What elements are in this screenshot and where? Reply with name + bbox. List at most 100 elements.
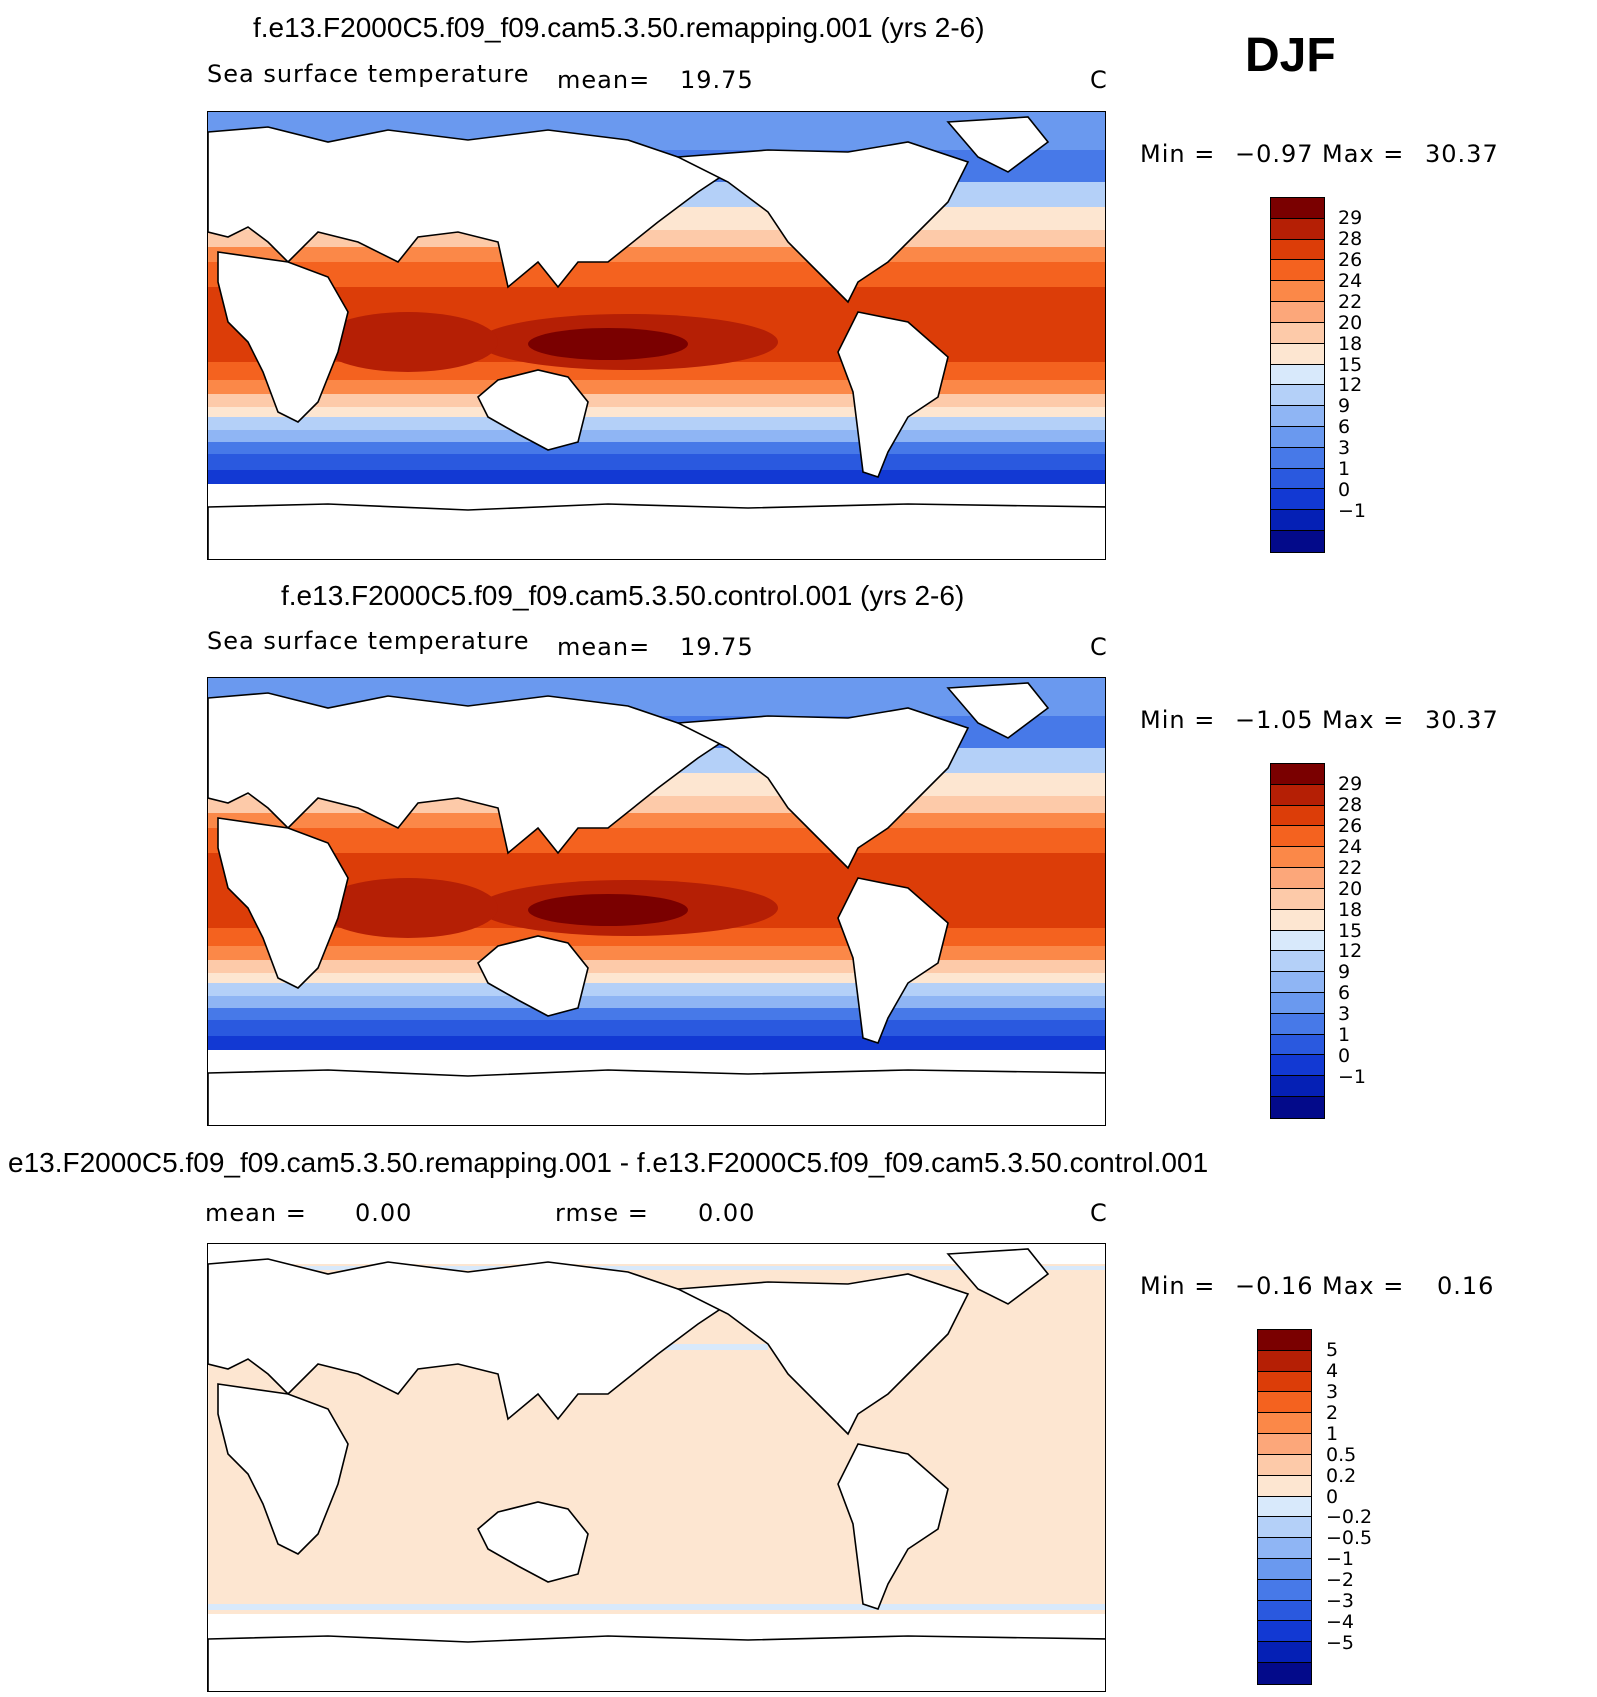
panel-title: f.e13.F2000C5.f09_f09.cam5.3.50.control.… <box>281 580 965 611</box>
colorbar-tick-label: 29 <box>1338 206 1363 229</box>
colorbar-swatch <box>1271 764 1324 785</box>
ocean-field <box>208 442 1105 454</box>
colorbar-swatch <box>1271 784 1324 806</box>
colorbar-swatch <box>1258 1538 1311 1559</box>
colorbar-swatch <box>1258 1663 1311 1684</box>
colorbar-swatch <box>1271 218 1324 240</box>
colorbar-tick-label: −1 <box>1338 500 1367 523</box>
continent-outline <box>217 251 349 423</box>
colorbar-swatch <box>1271 531 1324 552</box>
ocean-field <box>208 960 1105 973</box>
max-value: 30.37 <box>1425 140 1499 168</box>
colorbar-swatch <box>1271 239 1324 261</box>
colorbar-swatch <box>1271 260 1324 282</box>
colorbar-swatch <box>1258 1454 1311 1476</box>
colorbar-swatch <box>1271 951 1324 973</box>
continent-outline <box>837 877 949 1044</box>
map-svg <box>208 678 1105 1125</box>
colorbar-tick-label: −1 <box>1326 1548 1355 1571</box>
colorbar-swatch <box>1258 1413 1311 1435</box>
sst-map <box>207 111 1106 560</box>
colorbar-swatch <box>1271 992 1324 1014</box>
continent-outline <box>477 1501 589 1583</box>
continent-outline <box>208 1258 730 1421</box>
colorbar-swatch <box>1271 281 1324 303</box>
rmse-label: rmse = <box>555 1199 649 1227</box>
colorbar-swatch <box>1271 364 1324 386</box>
colorbar-swatch <box>1271 510 1324 531</box>
continent-outline <box>675 141 970 304</box>
colorbar-tick-label: 26 <box>1338 248 1363 271</box>
continent-outline <box>477 369 589 451</box>
ocean-field <box>528 328 688 360</box>
colorbar-tick-label: 29 <box>1338 772 1363 795</box>
colorbar-tick-label: 0 <box>1338 1045 1351 1068</box>
colorbar-swatch <box>1271 826 1324 848</box>
min-label: Min = <box>1140 1272 1216 1300</box>
colorbar-tick-label: 0 <box>1326 1485 1339 1508</box>
diff-map <box>207 1243 1106 1692</box>
colorbar-tick-label: 1 <box>1338 1024 1351 1047</box>
colorbar-swatch <box>1271 426 1324 448</box>
ocean-field <box>208 828 1105 853</box>
colorbar-tick-label: −5 <box>1326 1632 1355 1655</box>
rmse-value: 0.00 <box>698 1199 756 1227</box>
mean-label: mean = <box>205 1199 307 1227</box>
max-label: Max = <box>1322 140 1405 168</box>
colorbar-swatch <box>1271 909 1324 931</box>
max-value: 30.37 <box>1425 706 1499 734</box>
continent-outline <box>208 1635 1105 1691</box>
panel-title: f.e13.F2000C5.f09_f09.cam5.3.50.remappin… <box>253 12 985 43</box>
colorbar-tick-label: 15 <box>1338 353 1363 376</box>
min-value: −0.97 <box>1235 140 1314 168</box>
ocean-field <box>208 813 1105 828</box>
colorbar-swatch <box>1258 1371 1311 1393</box>
colorbar-tick-label: 3 <box>1326 1380 1339 1403</box>
colorbar-tick-label: −2 <box>1326 1569 1355 1592</box>
ocean-field <box>208 430 1105 442</box>
colorbar-swatch <box>1271 1076 1324 1097</box>
units-label: C <box>1090 1199 1108 1227</box>
colorbar-tick-label: 9 <box>1338 395 1351 418</box>
colorbar-swatch <box>1271 447 1324 469</box>
colorbar-swatch <box>1271 385 1324 407</box>
continent-outline <box>217 1383 349 1555</box>
ocean-field <box>208 1036 1105 1050</box>
colorbar-tick-label: 0.5 <box>1326 1443 1357 1466</box>
colorbar-tick-label: 4 <box>1326 1359 1339 1382</box>
ocean-field <box>208 1008 1105 1020</box>
colorbar-swatch <box>1258 1350 1311 1372</box>
colorbar-tick-label: 22 <box>1338 856 1363 879</box>
ocean-field <box>318 312 498 372</box>
colorbar-tick-label: −1 <box>1338 1066 1367 1089</box>
colorbar-tick-label: 3 <box>1338 1003 1351 1026</box>
colorbar-swatch <box>1258 1434 1311 1455</box>
ocean-field <box>208 470 1105 484</box>
continent-outline <box>217 817 349 989</box>
colorbar-swatch <box>1258 1642 1311 1663</box>
continent-outline <box>208 692 730 855</box>
ocean-field <box>208 417 1105 430</box>
colorbar-tick-label: 2 <box>1326 1401 1339 1424</box>
ocean-field <box>528 894 688 926</box>
colorbar-tick-label: 1 <box>1326 1422 1339 1445</box>
max-value: 0.16 <box>1437 1272 1495 1300</box>
colorbar-tick-label: 12 <box>1338 374 1363 397</box>
colorbar-swatch <box>1271 868 1324 889</box>
continent-outline <box>946 116 1050 173</box>
units-label: C <box>1090 66 1108 94</box>
ocean-field <box>208 380 1105 394</box>
colorbar-swatch <box>1271 302 1324 323</box>
colorbar-swatch <box>1258 1579 1311 1601</box>
colorbar-tick-label: 3 <box>1338 437 1351 460</box>
colorbar-swatch <box>1271 805 1324 827</box>
map-svg <box>208 112 1105 559</box>
panel-title: e13.F2000C5.f09_f09.cam5.3.50.remapping.… <box>8 1147 1209 1178</box>
colorbar-tick-label: 1 <box>1338 458 1351 481</box>
colorbar-swatch <box>1271 930 1324 952</box>
colorbar-swatch <box>1258 1496 1311 1518</box>
ocean-field <box>208 247 1105 262</box>
units-label: C <box>1090 633 1108 661</box>
colorbar-swatch <box>1271 1013 1324 1035</box>
ocean-field <box>318 878 498 938</box>
